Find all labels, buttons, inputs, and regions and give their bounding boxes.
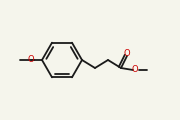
- Text: O: O: [124, 48, 130, 57]
- Text: O: O: [28, 55, 34, 65]
- Text: O: O: [132, 66, 138, 75]
